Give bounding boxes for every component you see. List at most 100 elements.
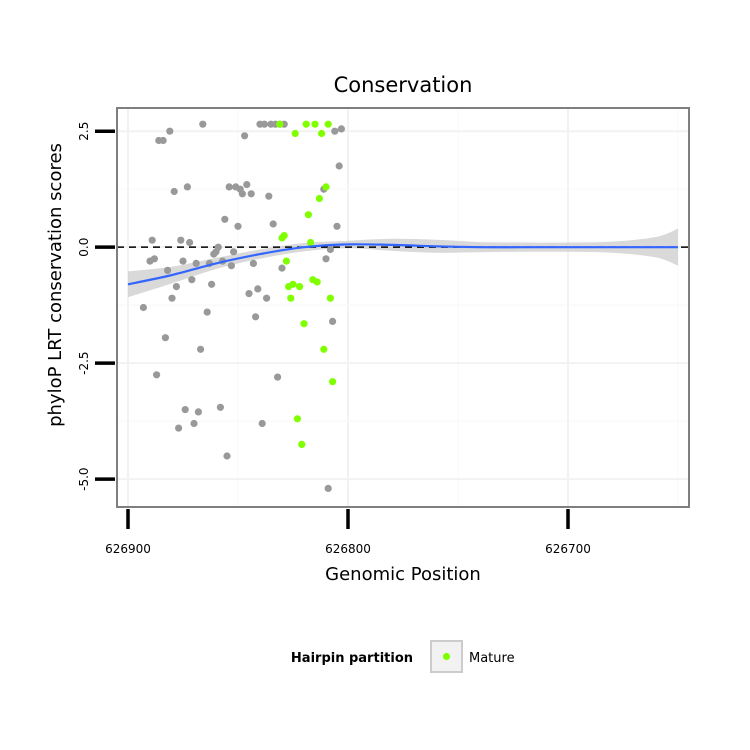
point-mature <box>302 120 310 128</box>
point-other <box>208 280 216 288</box>
point-mature <box>304 211 312 219</box>
point-other <box>263 294 271 302</box>
point-mature <box>311 120 319 128</box>
point-other <box>216 403 224 411</box>
point-mature <box>322 183 330 191</box>
x-tick-label: 626900 <box>105 542 151 556</box>
point-other <box>186 238 194 247</box>
point-mature <box>291 129 299 138</box>
point-other <box>214 243 222 251</box>
point-other <box>150 255 158 263</box>
point-other <box>139 303 147 312</box>
point-mature <box>320 345 328 353</box>
point-other <box>177 236 185 244</box>
y-axis: 2.5 0.0 -2.5 -5.0 <box>77 122 115 491</box>
panel-grid <box>117 108 689 507</box>
legend: Hairpin partition Mature <box>291 640 515 673</box>
x-tick-label: 626800 <box>325 542 371 556</box>
point-other <box>161 334 169 342</box>
point-other <box>322 255 330 263</box>
point-other <box>199 120 207 128</box>
point-other <box>183 183 191 191</box>
point-mature <box>300 320 308 328</box>
y-axis-title: phyloP LRT conservation scores <box>45 143 66 427</box>
point-other <box>170 187 178 196</box>
point-other <box>331 127 339 135</box>
confidence-band-layer <box>128 228 678 298</box>
point-other <box>223 452 231 460</box>
point-mature <box>289 280 297 288</box>
point-other <box>194 408 202 416</box>
point-other <box>197 345 205 353</box>
point-other <box>243 181 251 189</box>
legend-key-mature-dot <box>442 652 451 661</box>
x-axis-title: Genomic Position <box>325 564 481 585</box>
point-other <box>181 406 189 414</box>
point-other <box>172 283 180 291</box>
point-other <box>179 257 187 265</box>
point-other <box>159 136 167 145</box>
point-other <box>148 236 156 244</box>
chart-title: Conservation <box>334 73 473 97</box>
point-mature <box>324 120 332 128</box>
point-other <box>203 308 211 316</box>
point-other <box>335 162 343 170</box>
point-other <box>245 290 253 298</box>
point-other <box>269 220 277 228</box>
point-other <box>274 373 282 381</box>
point-mature <box>307 238 315 247</box>
point-mature <box>296 283 304 291</box>
point-other <box>166 127 174 135</box>
y-tick-label: 0.0 <box>77 238 91 257</box>
point-other <box>326 245 334 254</box>
point-other <box>168 294 176 302</box>
panel-background <box>117 108 689 507</box>
point-other <box>324 484 332 492</box>
point-other <box>265 192 273 200</box>
point-mature <box>298 440 306 448</box>
point-mature <box>282 257 290 265</box>
point-mature <box>315 194 323 203</box>
x-tick-label: 626700 <box>545 542 591 556</box>
y-tick-label: 2.5 <box>77 122 91 141</box>
point-mature <box>318 129 326 138</box>
point-other <box>241 132 249 140</box>
point-other <box>164 266 172 274</box>
point-other <box>249 259 257 267</box>
point-other <box>190 419 198 428</box>
point-other <box>234 222 242 230</box>
point-other <box>175 424 183 432</box>
point-other <box>221 215 229 223</box>
point-mature <box>280 232 288 240</box>
point-mature <box>276 120 284 128</box>
point-other <box>238 190 246 198</box>
point-other <box>260 120 268 128</box>
point-other <box>247 190 255 198</box>
point-other <box>188 276 196 284</box>
legend-title: Hairpin partition <box>291 651 413 666</box>
point-other <box>227 262 235 270</box>
point-other <box>230 248 238 256</box>
smooth-trend-line <box>127 243 678 286</box>
y-tick-label: -5.0 <box>77 467 91 490</box>
point-other <box>225 183 233 191</box>
panel-border <box>116 107 690 508</box>
x-axis: 626900 626800 626700 <box>105 509 591 556</box>
y-tick-label: -2.5 <box>77 351 91 374</box>
points-layer <box>139 120 345 492</box>
point-other <box>153 371 161 379</box>
point-other <box>258 419 266 428</box>
point-mature <box>293 415 301 423</box>
point-other <box>252 313 260 321</box>
point-other <box>329 317 337 325</box>
point-mature <box>287 294 295 302</box>
legend-label-mature: Mature <box>469 651 515 666</box>
point-mature <box>326 294 334 302</box>
point-other <box>254 285 262 293</box>
point-mature <box>313 278 321 286</box>
point-other <box>192 259 200 267</box>
point-other <box>333 222 341 230</box>
confidence-band <box>128 228 678 298</box>
point-other <box>278 264 286 272</box>
